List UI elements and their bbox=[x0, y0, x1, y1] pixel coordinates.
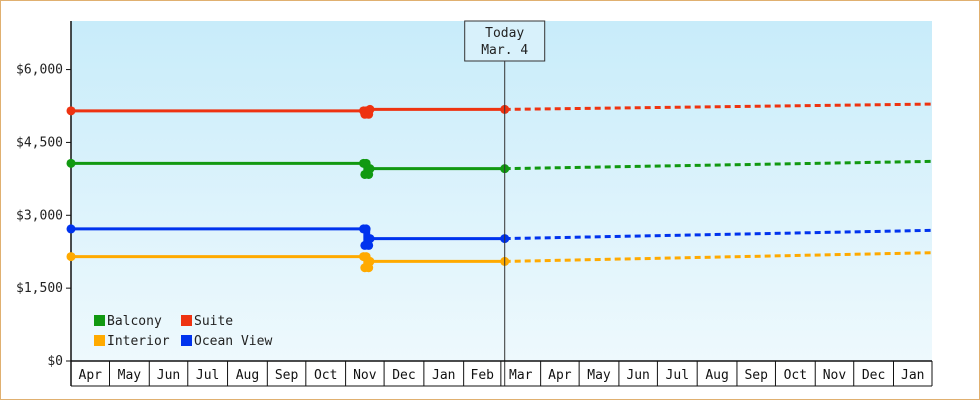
legend-swatch bbox=[181, 335, 192, 346]
today-date: Mar. 4 bbox=[481, 43, 528, 58]
today-box bbox=[464, 20, 546, 62]
month-label: Feb bbox=[471, 368, 495, 383]
y-tick-label: $4,500 bbox=[16, 135, 63, 150]
legend-item-balcony: Balcony bbox=[94, 314, 162, 329]
y-tick-label: $3,000 bbox=[16, 208, 63, 223]
month-label: Jul bbox=[666, 368, 689, 383]
month-label: Aug bbox=[705, 368, 728, 383]
data-point bbox=[364, 240, 374, 250]
legend-label: Suite bbox=[194, 314, 233, 329]
data-point bbox=[361, 224, 371, 234]
today-label: Today bbox=[485, 26, 524, 41]
y-tick-label: $6,000 bbox=[16, 63, 63, 78]
forecast-line bbox=[504, 251, 933, 263]
series-ocean-view bbox=[66, 224, 933, 250]
series-balcony bbox=[66, 158, 933, 179]
legend: Balcony Suite Interior Ocean View bbox=[94, 314, 272, 349]
y-tick-label: $1,500 bbox=[16, 281, 63, 296]
month-label: Apr bbox=[548, 368, 572, 383]
y-axis: $0 $1,500 $3,000 $4,500 $6,000 bbox=[16, 21, 72, 386]
month-label: Dec bbox=[862, 368, 885, 383]
legend-swatch bbox=[94, 335, 105, 346]
month-label: Jun bbox=[157, 368, 180, 383]
month-label: Sep bbox=[275, 368, 299, 383]
data-point bbox=[365, 104, 375, 114]
legend-item-interior: Interior bbox=[94, 334, 170, 349]
series-suite bbox=[66, 102, 933, 119]
month-label: Oct bbox=[314, 368, 337, 383]
data-point bbox=[66, 224, 76, 234]
legend-swatch bbox=[181, 315, 192, 326]
month-label: Oct bbox=[784, 368, 807, 383]
month-label: Nov bbox=[823, 368, 847, 383]
data-point bbox=[66, 158, 76, 168]
data-point bbox=[365, 234, 375, 244]
legend-item-ocean-view: Ocean View bbox=[181, 334, 272, 349]
month-label: Jan bbox=[901, 368, 924, 383]
y-tick-label: $0 bbox=[47, 354, 63, 369]
month-label: Jan bbox=[432, 368, 455, 383]
month-label: Sep bbox=[744, 368, 768, 383]
month-label: May bbox=[587, 368, 611, 383]
legend-item-suite: Suite bbox=[181, 314, 233, 329]
forecast-line bbox=[504, 228, 933, 241]
data-point bbox=[365, 164, 375, 174]
legend-label: Balcony bbox=[107, 314, 162, 329]
data-point bbox=[365, 256, 375, 266]
today-marker: Today Mar. 4 bbox=[464, 20, 546, 386]
month-label: May bbox=[118, 368, 142, 383]
month-label: Dec bbox=[392, 368, 415, 383]
month-label: Aug bbox=[236, 368, 259, 383]
series-group bbox=[66, 102, 933, 273]
legend-label: Ocean View bbox=[194, 334, 272, 349]
plot-background bbox=[71, 21, 932, 361]
data-point bbox=[66, 106, 76, 116]
x-axis: Apr May Jun Jul Aug Sep Oct Nov Dec Jan Feb Mar Apr M… bbox=[70, 360, 933, 387]
forecast-line bbox=[504, 159, 933, 171]
legend-label: Interior bbox=[107, 334, 170, 349]
month-label: Jul bbox=[196, 368, 219, 383]
month-label: Jun bbox=[626, 368, 649, 383]
series-interior bbox=[66, 251, 933, 273]
legend-swatch bbox=[94, 315, 105, 326]
month-label: Mar bbox=[509, 368, 533, 383]
month-label: Nov bbox=[353, 368, 377, 383]
month-label: Apr bbox=[79, 368, 103, 383]
data-point bbox=[66, 252, 76, 262]
forecast-line bbox=[504, 102, 933, 111]
